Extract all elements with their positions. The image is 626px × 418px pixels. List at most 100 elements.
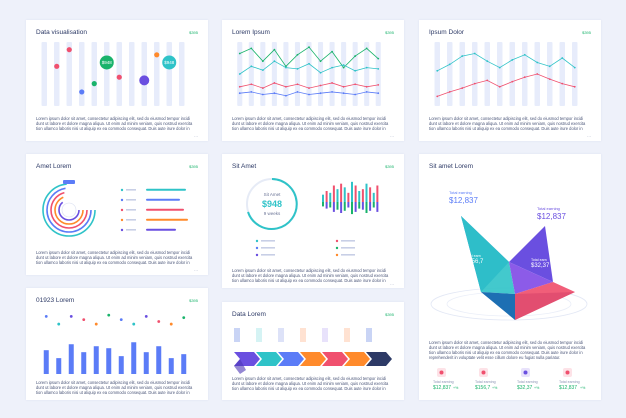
series-point xyxy=(296,83,299,86)
stat-value: $12,837 xyxy=(559,385,578,391)
column-bg xyxy=(179,42,185,106)
card-data-visualisation: Data visualisation $395 $948 $948 Lorem i… xyxy=(26,20,208,141)
series-point xyxy=(285,94,287,97)
card-01923-lorem: 01923 Lorem $395 Lorem ipsum dolor sit a… xyxy=(26,288,208,400)
series-point xyxy=(238,52,241,55)
bar xyxy=(329,192,332,202)
column-bg xyxy=(283,42,289,106)
data-point xyxy=(139,75,150,86)
scatter-chart: $948 $948 xyxy=(41,42,185,106)
column-bg xyxy=(79,42,85,106)
card-title: Lorem Ipsum xyxy=(232,29,270,36)
card-description: Lorem ipsum dolor sit amet, consectetur … xyxy=(232,116,389,131)
line-chart xyxy=(237,42,381,106)
series-point xyxy=(238,92,241,95)
data-point xyxy=(162,55,177,70)
column-bg xyxy=(447,42,453,106)
series-point xyxy=(473,82,476,85)
series-point xyxy=(331,91,333,93)
bar xyxy=(351,181,353,202)
card-title: Sit Amet xyxy=(232,163,257,170)
data-label: $948 xyxy=(102,60,113,65)
bar xyxy=(336,189,339,202)
column-bg xyxy=(41,42,47,106)
series-point xyxy=(354,83,357,86)
card-title: Sit amet Lorem xyxy=(429,163,474,170)
more-icon[interactable]: ··· xyxy=(194,268,198,273)
series-point xyxy=(250,83,253,86)
tri-label-3: Total earn xyxy=(465,254,481,258)
series-point xyxy=(308,62,310,65)
column-bg xyxy=(54,42,60,106)
tri-value-3: $156,7 xyxy=(465,259,484,265)
series-point xyxy=(448,91,451,93)
series-point xyxy=(354,93,357,96)
card-sit-amet: Sit Amet $395 Sit Amet $948 9 weeks Lore… xyxy=(222,154,404,288)
more-icon[interactable]: ··· xyxy=(390,282,394,287)
column-bg xyxy=(364,42,370,106)
series-point xyxy=(238,73,241,75)
dot-marker xyxy=(57,322,61,326)
card-description: Lorem ipsum dolor sit amet, consectetur … xyxy=(429,116,586,131)
card-badge: $395 xyxy=(582,30,591,35)
series-point xyxy=(296,67,299,70)
column-bg xyxy=(329,42,335,106)
bar xyxy=(369,202,372,211)
series-point xyxy=(354,69,357,72)
tri-label-4: Total earn xyxy=(531,258,547,262)
bar xyxy=(81,352,87,374)
more-icon[interactable]: ··· xyxy=(194,134,198,139)
bar xyxy=(361,189,364,202)
column-bg xyxy=(141,42,147,106)
bar xyxy=(340,183,343,202)
series-point xyxy=(273,48,276,51)
column-bg xyxy=(547,42,553,106)
stat-delta: +% xyxy=(534,386,540,390)
series-point xyxy=(342,64,345,66)
more-icon[interactable]: ··· xyxy=(390,134,394,139)
bar xyxy=(156,346,162,374)
column-bg xyxy=(294,42,300,106)
stat-delta: +% xyxy=(580,386,586,390)
process-chevrons xyxy=(234,328,392,374)
stat-delta: +% xyxy=(492,386,498,390)
series-point xyxy=(331,50,333,53)
radial-chart xyxy=(42,180,188,237)
column-bg xyxy=(434,42,440,106)
series-point xyxy=(319,92,322,95)
series-point xyxy=(523,53,526,56)
dot-marker xyxy=(182,316,186,320)
column-bg xyxy=(472,42,478,106)
bar xyxy=(372,192,375,202)
stat-label: Total earning xyxy=(475,380,496,384)
card-lorem-ipsum: Lorem Ipsum $395 Lorem ipsum dolor sit a… xyxy=(222,20,404,141)
bar xyxy=(347,192,350,202)
bar xyxy=(336,202,339,210)
bar xyxy=(354,185,357,202)
series-point xyxy=(250,47,253,50)
bar xyxy=(131,342,137,374)
card-badge: $395 xyxy=(189,298,198,303)
card-title: Data visualisation xyxy=(36,29,87,36)
card-description: Lorem ipsum dolor sit amet, consectetur … xyxy=(232,268,389,283)
more-icon[interactable]: ··· xyxy=(587,134,591,139)
dot-marker xyxy=(119,318,123,321)
bar xyxy=(376,185,379,202)
column-bg xyxy=(375,42,381,106)
bar xyxy=(329,202,332,208)
series-point xyxy=(365,47,368,50)
bar xyxy=(354,202,357,212)
series-point xyxy=(342,85,345,88)
gauge xyxy=(246,178,355,257)
bar xyxy=(376,202,379,212)
bar xyxy=(43,350,49,374)
column-bg xyxy=(154,42,160,106)
series-point xyxy=(250,65,253,68)
data-label: $948 xyxy=(164,60,175,65)
series-point xyxy=(377,83,380,86)
data-point xyxy=(91,81,97,87)
series-point xyxy=(561,82,564,85)
data-point xyxy=(99,55,114,70)
card-badge: $395 xyxy=(385,312,394,317)
series-point xyxy=(238,85,241,88)
